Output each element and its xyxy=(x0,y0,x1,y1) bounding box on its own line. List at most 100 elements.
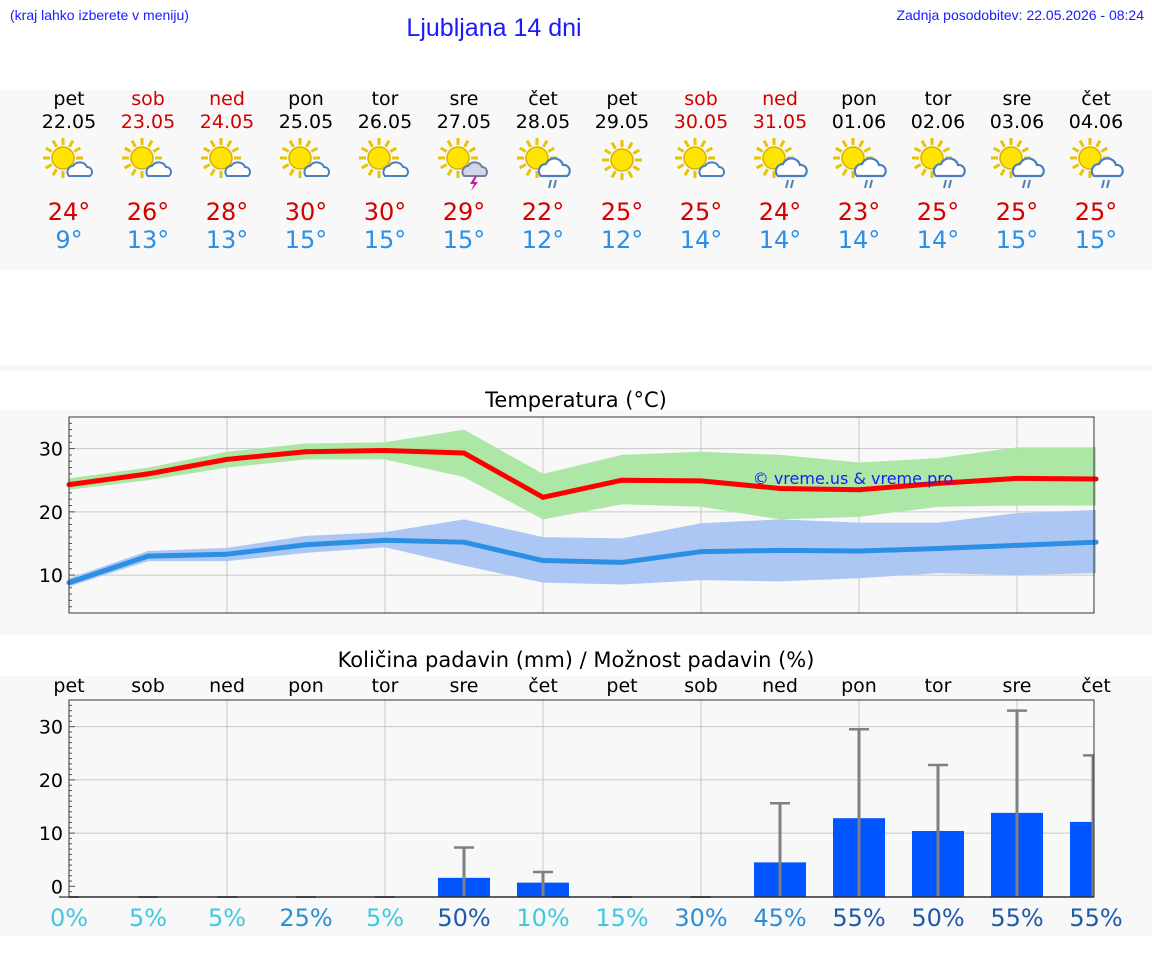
temp-low: 15° xyxy=(995,226,1039,254)
y-tick-label: 10 xyxy=(39,565,63,587)
temp-high: 29° xyxy=(442,198,486,226)
min-temp-line-point xyxy=(540,558,546,564)
day-label: pon xyxy=(841,675,877,697)
min-temp-line-point xyxy=(145,553,151,559)
precip-chance: 5% xyxy=(128,904,168,932)
day-label: sre xyxy=(1003,675,1032,697)
day-label: ned xyxy=(209,675,245,697)
day-label: pon xyxy=(288,675,324,697)
temp-low: 15° xyxy=(284,226,328,254)
day-date: 25.05 xyxy=(278,111,334,133)
temp-low: 13° xyxy=(205,226,249,254)
day-name: ned xyxy=(762,88,798,110)
temp-high: 26° xyxy=(126,198,170,226)
temp-low: 9° xyxy=(55,226,83,254)
day-date: 04.06 xyxy=(1068,111,1124,133)
day-date: 28.05 xyxy=(515,111,571,133)
temp-high: 24° xyxy=(47,198,91,226)
temperature-chart-title: Temperatura (°C) xyxy=(485,388,667,412)
temp-low: 13° xyxy=(126,226,170,254)
temp-high: 23° xyxy=(837,198,881,226)
y-tick-label: 20 xyxy=(39,502,63,524)
precip-chance: 50% xyxy=(437,904,491,932)
sun-rain-icon xyxy=(750,136,810,196)
day-name: tor xyxy=(371,88,399,110)
y-tick-label: 10 xyxy=(39,823,63,845)
day-label: sob xyxy=(684,675,718,697)
day-name: sob xyxy=(684,88,718,110)
temp-low: 12° xyxy=(521,226,565,254)
sun-cloud-icon xyxy=(671,136,731,196)
day-date: 30.05 xyxy=(673,111,729,133)
max-temp-line-point xyxy=(303,449,309,455)
temp-high: 25° xyxy=(600,198,644,226)
day-name: pet xyxy=(606,88,638,110)
temp-high: 25° xyxy=(1074,198,1118,226)
max-temp-line-point xyxy=(1093,476,1099,482)
temp-low: 14° xyxy=(837,226,881,254)
day-name: čet xyxy=(1081,88,1111,110)
precipitation-chart-title: Količina padavin (mm) / Možnost padavin … xyxy=(337,648,815,672)
max-temp-line-point xyxy=(382,448,388,454)
day-name: sob xyxy=(131,88,165,110)
temp-low: 14° xyxy=(758,226,802,254)
min-temp-line-point xyxy=(619,559,625,565)
max-temp-line-point xyxy=(935,480,941,486)
min-temp-line-point xyxy=(461,539,467,545)
sun-cloud-icon xyxy=(197,136,257,196)
max-temp-line-point xyxy=(1014,475,1020,481)
sun-cloud-icon xyxy=(355,136,415,196)
sun-rain-icon xyxy=(908,136,968,196)
y-tick-label: 20 xyxy=(39,770,63,792)
min-temp-line-point xyxy=(382,537,388,543)
y-tick-label: 0 xyxy=(51,876,63,898)
temp-high: 25° xyxy=(916,198,960,226)
min-temp-line-point xyxy=(303,542,309,548)
sun-rain-icon xyxy=(513,136,573,196)
day-label: čet xyxy=(528,675,558,697)
page-title: Ljubljana 14 dni xyxy=(406,14,582,42)
temp-high: 25° xyxy=(995,198,1039,226)
sun-rain-icon xyxy=(829,136,889,196)
day-date: 31.05 xyxy=(752,111,808,133)
day-label: pet xyxy=(606,675,637,697)
sun-icon xyxy=(592,136,652,196)
day-name: čet xyxy=(528,88,558,110)
max-temp-line-point xyxy=(619,477,625,483)
temp-high: 28° xyxy=(205,198,249,226)
precip-chance: 45% xyxy=(753,904,807,932)
min-temp-line-point xyxy=(1093,539,1099,545)
temp-low: 12° xyxy=(600,226,644,254)
y-tick-label: 30 xyxy=(39,717,63,739)
temp-low: 15° xyxy=(363,226,407,254)
temp-low: 15° xyxy=(442,226,486,254)
day-label: tor xyxy=(925,675,952,697)
precipitation-plot-border xyxy=(68,699,1095,898)
temperature-plot-border xyxy=(68,416,1095,614)
precip-chance: 10% xyxy=(516,904,570,932)
max-temp-line-point xyxy=(856,487,862,493)
precip-chance: 5% xyxy=(207,904,247,932)
sun-cloud-icon xyxy=(118,136,178,196)
sun-cloud-icon xyxy=(276,136,336,196)
precip-chance: 55% xyxy=(832,904,886,932)
day-date: 01.06 xyxy=(831,111,887,133)
day-date: 23.05 xyxy=(120,111,176,133)
separator xyxy=(0,365,1152,371)
max-temp-line xyxy=(68,448,1097,500)
day-name: pet xyxy=(53,88,85,110)
precip-chance: 25% xyxy=(279,904,333,932)
sun-rain-icon xyxy=(987,136,1047,196)
precip-chance: 50% xyxy=(911,904,965,932)
min-temp-line-point xyxy=(698,549,704,555)
temp-low: 14° xyxy=(916,226,960,254)
min-temp-line-point xyxy=(856,548,862,554)
min-temp-band xyxy=(69,509,1096,587)
day-name: tor xyxy=(924,88,952,110)
precip-chance: 55% xyxy=(990,904,1044,932)
sun-cloud-icon xyxy=(39,136,99,196)
location-hint[interactable]: (kraj lahko izberete v meniju) xyxy=(10,7,189,23)
min-temp-line xyxy=(68,537,1097,586)
min-temp-line-point xyxy=(777,547,783,553)
precip-chance: 0% xyxy=(49,904,89,932)
